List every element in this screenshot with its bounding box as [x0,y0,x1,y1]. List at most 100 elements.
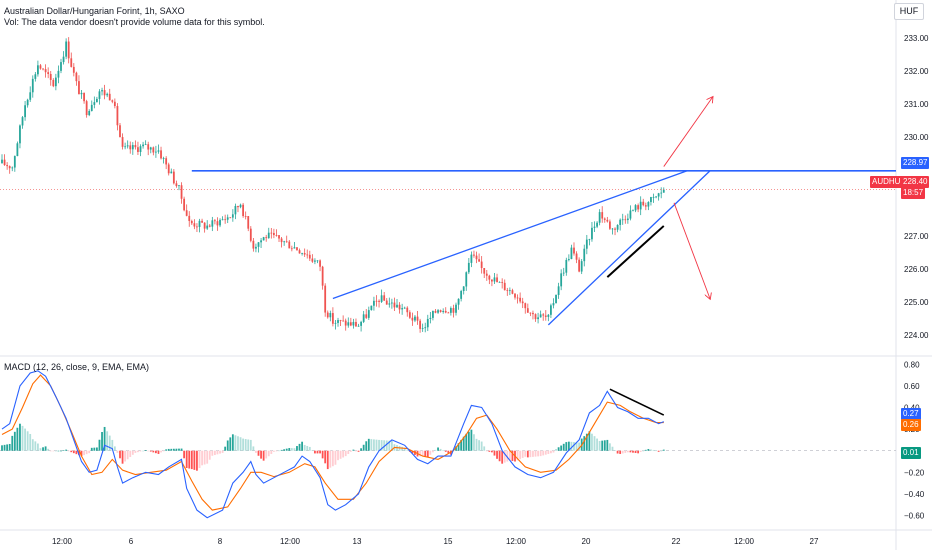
candle-body [224,219,227,221]
candle-body [83,92,85,102]
histogram-bar [306,445,309,451]
candle-body [198,220,201,228]
histogram-bar [403,447,406,451]
histogram-bar [642,450,645,452]
histogram-bar [324,450,327,464]
histogram-bar [216,450,219,455]
candle-body [370,305,373,311]
candle-body [596,222,598,227]
histogram-bar [193,450,196,470]
histogram-bar [1,445,3,451]
candle-body [373,300,375,306]
histogram-bar [619,450,622,454]
histogram-bar [108,435,111,451]
histogram-bar [278,450,280,452]
histogram-bar [37,443,39,451]
candle-body [534,314,537,320]
histogram-bar [42,447,44,451]
candle-body [78,81,80,95]
candle-body [321,266,324,286]
candle-body [396,304,398,308]
candle-body [113,101,116,107]
candle-body [609,221,611,229]
candle-body [462,286,465,291]
candle-body [614,228,616,230]
candle-body [34,74,37,79]
time-tick-label: 12:00 [506,537,527,546]
histogram-bar [103,426,106,451]
macd-tick-label: 0.60 [904,382,920,391]
candle-body [283,241,286,243]
candle-body [260,240,262,243]
candle-body [226,217,229,220]
candle-body [555,294,557,304]
candle-body [588,239,591,241]
histogram-bar [19,423,21,451]
candle-body [75,72,78,82]
candle-body [419,320,421,329]
candle-body [473,254,475,256]
candle-body [62,56,65,63]
histogram-bar [247,439,250,451]
histogram-bar [650,449,652,451]
histogram-bar [129,450,132,458]
histogram-bar [573,442,575,451]
histogram-bar [470,429,473,451]
histogram-bar [165,449,168,451]
histogram-bar [383,440,386,451]
candle-body [326,312,329,318]
candle-body [385,300,388,305]
candle-body [247,216,250,229]
candle-body [44,69,47,73]
histogram-bar [3,444,6,451]
macd-tick-label: −0.20 [904,468,925,477]
histogram-bar [183,450,186,459]
histogram-bar [557,447,560,451]
candle-body [52,79,55,87]
candle-body [290,248,293,250]
histogram-bar [583,436,586,451]
candle-body [496,277,498,283]
histogram-bar [6,444,9,451]
candle-body [470,254,473,263]
candle-body [1,159,3,164]
candle-body [267,232,270,239]
histogram-bar [162,450,165,452]
candle-body [262,237,265,241]
histogram-bar [267,450,270,457]
histogram-bar [411,450,414,454]
candle-body [598,212,601,223]
candle-body [347,322,350,326]
candle-body [49,74,52,80]
candle-body [26,99,29,106]
candle-body [334,322,337,324]
candle-body [239,204,242,208]
histogram-bar [601,440,604,451]
candle-body [255,246,257,249]
candle-body [603,218,606,220]
histogram-bar [575,442,578,451]
candle-body [365,314,368,318]
candle-body [539,314,542,318]
candle-body [657,193,660,197]
currency-selector[interactable]: HUF [894,3,924,20]
histogram-bar [113,446,116,451]
candle-body [265,237,268,239]
candle-body [111,100,114,102]
candle-body [311,258,314,262]
histogram-bar [390,440,393,451]
candle-body [408,312,411,318]
time-tick-label: 22 [672,537,681,546]
histogram-bar [542,450,545,456]
candle-body [429,317,432,319]
histogram-bar [419,450,421,457]
candle-body [98,91,101,99]
macd-histogram [1,423,665,471]
candle-body [252,240,255,249]
histogram-bar [475,438,478,451]
candle-body [619,219,622,225]
candle-body [447,312,450,314]
histogram-value-badge: 0.01 [901,447,921,459]
candle-body [662,189,665,193]
